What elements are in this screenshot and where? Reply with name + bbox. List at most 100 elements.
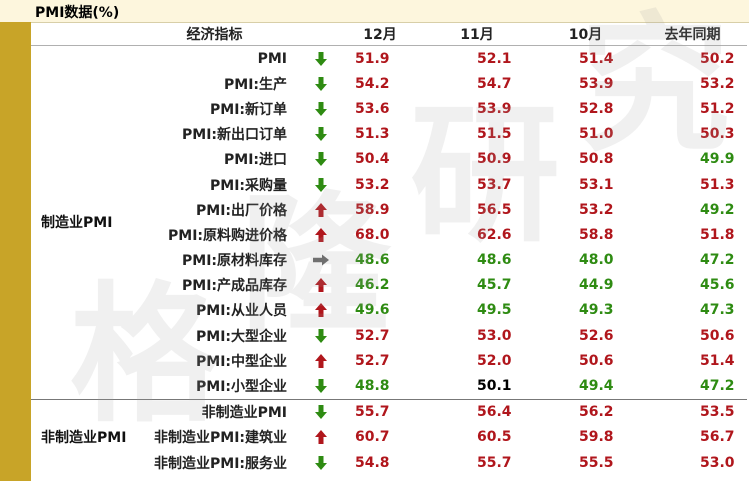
table-row: PMI:采购量 53.2 53.7 53.1 51.3 — [31, 172, 747, 197]
category-label: 制造业PMI — [31, 45, 126, 400]
indicator-name: PMI:进口 — [224, 152, 287, 169]
value-nov: 45.7 — [477, 277, 512, 294]
value-oct: 52.6 — [579, 327, 614, 344]
header-nov: 11月 — [421, 22, 533, 46]
arrow-up-icon — [303, 222, 339, 247]
value-last-year: 47.3 — [700, 302, 735, 319]
value-dec: 46.2 — [355, 277, 390, 294]
value-oct: 51.0 — [579, 126, 614, 143]
value-oct: 50.8 — [579, 151, 614, 168]
value-dec: 60.7 — [355, 429, 390, 446]
value-oct: 53.9 — [579, 75, 614, 92]
value-last-year: 51.2 — [700, 100, 735, 117]
value-oct: 53.2 — [579, 201, 614, 218]
arrow-down-icon — [303, 46, 339, 72]
arrow-down-icon — [303, 96, 339, 121]
header-oct: 10月 — [533, 22, 638, 46]
header-indicator: 经济指标 — [126, 22, 303, 46]
value-oct: 51.4 — [579, 50, 614, 67]
value-nov: 55.7 — [477, 454, 512, 471]
arrow-down-icon — [303, 373, 339, 400]
value-last-year: 49.9 — [700, 151, 735, 168]
table-row: PMI:原料购进价格 68.0 62.6 58.8 51.8 — [31, 222, 747, 247]
header-dec: 12月 — [339, 22, 421, 46]
arrow-down-icon — [303, 122, 339, 147]
value-oct: 58.8 — [579, 226, 614, 243]
indicator-name: PMI:出厂价格 — [196, 202, 287, 219]
header-trend — [303, 22, 339, 46]
arrow-up-icon — [303, 273, 339, 298]
value-dec: 49.6 — [355, 302, 390, 319]
value-nov: 56.4 — [477, 404, 512, 421]
header-last-year: 去年同期 — [638, 22, 747, 46]
value-dec: 51.3 — [355, 126, 390, 143]
value-nov: 52.1 — [477, 50, 512, 67]
value-nov: 52.0 — [477, 352, 512, 369]
arrow-up-icon — [303, 348, 339, 373]
indicator-name: PMI:中型企业 — [196, 353, 287, 370]
value-oct: 56.2 — [579, 404, 614, 421]
indicator-name: PMI — [257, 50, 287, 67]
value-oct: 59.8 — [579, 429, 614, 446]
indicator-name: 非制造业PMI:服务业 — [154, 455, 287, 472]
title-bar: PMI数据(%) — [0, 0, 749, 23]
value-oct: 49.3 — [579, 302, 614, 319]
table-row: PMI:出厂价格 58.9 56.5 53.2 49.2 — [31, 197, 747, 222]
indicator-name: PMI:小型企业 — [126, 373, 303, 400]
value-dec: 53.6 — [355, 100, 390, 117]
value-oct: 48.0 — [579, 252, 614, 269]
value-dec: 58.9 — [355, 201, 390, 218]
value-nov: 53.9 — [477, 100, 512, 117]
indicator-name: PMI:新出口订单 — [182, 127, 287, 144]
table-row: PMI:中型企业 52.7 52.0 50.6 51.4 — [31, 348, 747, 373]
table-row: PMI:大型企业 52.7 53.0 52.6 50.6 — [31, 323, 747, 348]
value-last-year: 47.2 — [700, 252, 735, 269]
value-dec: 48.8 — [339, 373, 421, 400]
value-oct: 52.8 — [579, 100, 614, 117]
value-nov: 51.5 — [477, 126, 512, 143]
value-nov: 62.6 — [477, 226, 512, 243]
value-nov: 60.5 — [477, 429, 512, 446]
indicator-name: PMI:采购量 — [210, 177, 287, 194]
table-row: 制造业PMI PMI 51.9 52.1 51.4 50.2 — [31, 45, 747, 400]
value-nov: 54.7 — [477, 75, 512, 92]
value-nov: 53.7 — [477, 176, 512, 193]
value-last-year: 53.2 — [700, 75, 735, 92]
value-dec: 68.0 — [355, 226, 390, 243]
table-row: PMI:新订单 53.6 53.9 52.8 51.2 — [31, 96, 747, 121]
table-title: PMI数据(%) — [35, 5, 120, 21]
arrow-up-icon — [303, 425, 339, 450]
value-last-year: 45.6 — [700, 277, 735, 294]
arrow-down-icon — [303, 323, 339, 348]
table-row: PMI:生产 54.2 54.7 53.9 53.2 — [31, 71, 747, 96]
value-last-year: 56.7 — [700, 429, 735, 446]
value-dec: 51.9 — [355, 50, 390, 67]
indicator-name: PMI:原料购进价格 — [168, 227, 287, 244]
value-last-year: 50.2 — [700, 50, 735, 67]
table-row: PMI:小型企业 48.8 50.1 49.4 47.2 — [31, 373, 747, 400]
indicator-name: 非制造业PMI:建筑业 — [154, 430, 287, 447]
value-oct: 50.6 — [579, 352, 614, 369]
table-row: PMI:从业人员 49.6 49.5 49.3 47.3 — [31, 298, 747, 323]
value-dec: 54.2 — [355, 75, 390, 92]
value-last-year: 49.2 — [700, 201, 735, 218]
arrow-down-icon — [303, 71, 339, 96]
value-last-year: 50.6 — [700, 327, 735, 344]
table-row: PMI:原材料库存 48.6 48.6 48.0 47.2 — [31, 248, 747, 273]
arrow-right-icon — [303, 248, 339, 273]
indicator-name: PMI:大型企业 — [196, 328, 287, 345]
value-last-year: 51.3 — [700, 176, 735, 193]
category-label: 非制造业PMI — [41, 430, 127, 447]
table-row: PMI:进口 50.4 50.9 50.8 49.9 — [31, 147, 747, 172]
value-oct: 49.4 — [533, 373, 638, 400]
value-dec: 52.7 — [355, 352, 390, 369]
arrow-up-icon — [303, 197, 339, 222]
value-oct: 44.9 — [579, 277, 614, 294]
arrow-down-icon — [303, 147, 339, 172]
table-row: 非制造业PMI:服务业 54.8 55.7 55.5 53.0 — [31, 450, 747, 475]
value-last-year: 53.0 — [700, 454, 735, 471]
value-last-year: 50.3 — [700, 126, 735, 143]
value-dec: 50.4 — [355, 151, 390, 168]
value-oct: 55.5 — [579, 454, 614, 471]
arrow-down-icon — [303, 172, 339, 197]
